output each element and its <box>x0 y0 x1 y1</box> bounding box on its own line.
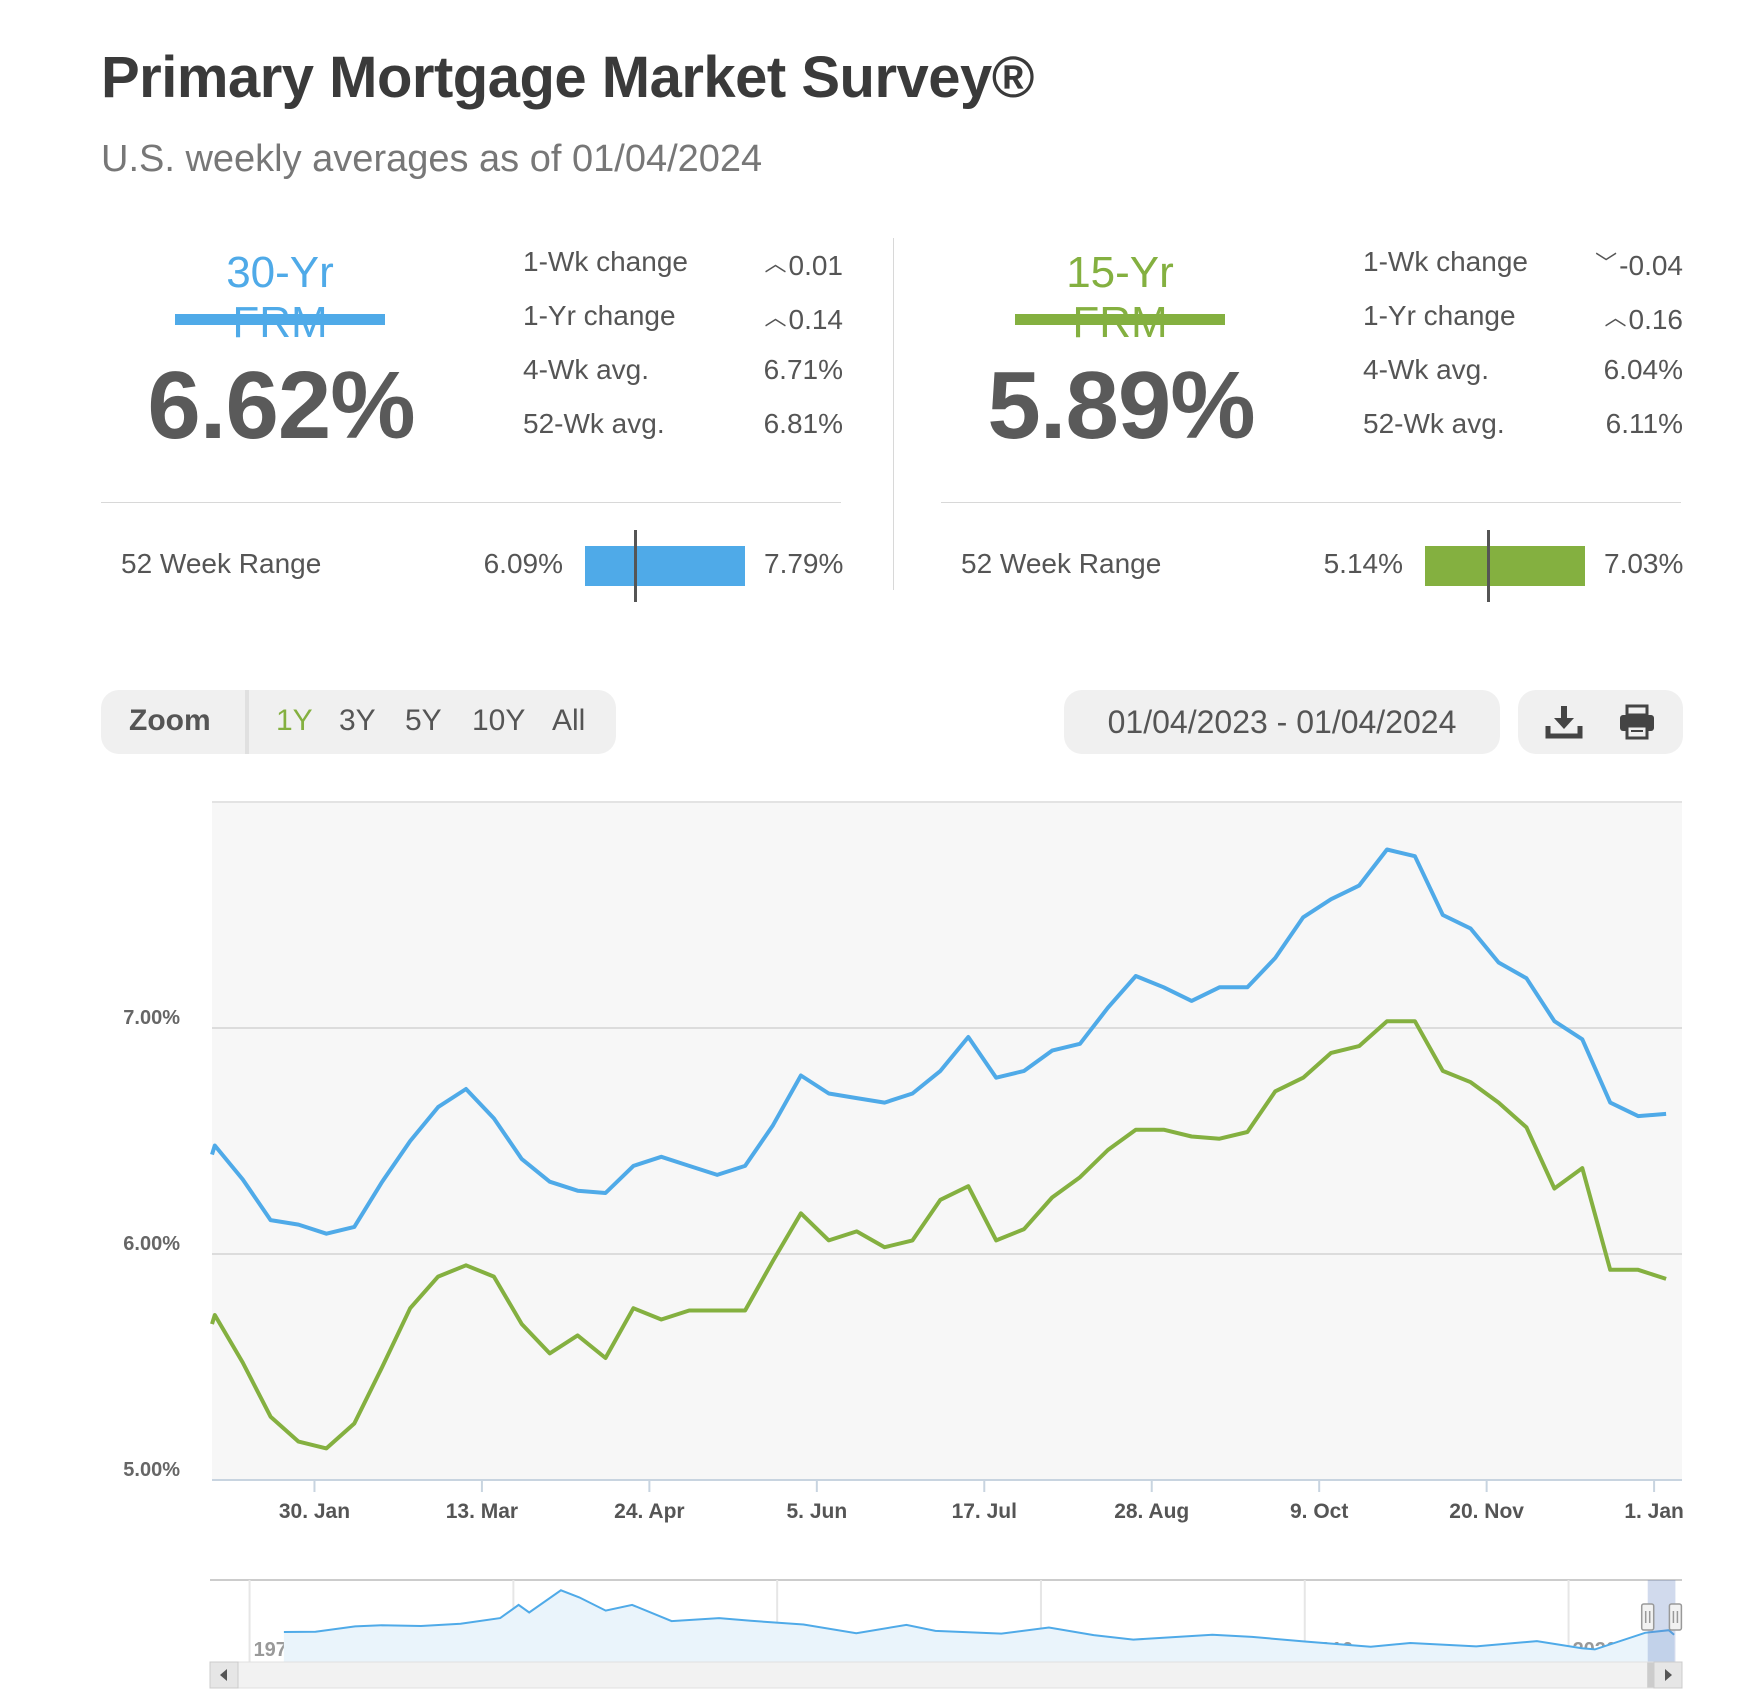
stat-value: 6.04% <box>1603 354 1683 385</box>
zoom-10y-button[interactable]: 10Y <box>472 704 526 737</box>
x-tick-label: 20. Nov <box>1449 1500 1524 1523</box>
navigator-handle[interactable] <box>1668 1603 1683 1631</box>
y-tick-label: 6.00% <box>123 1233 180 1255</box>
range-label: 52 Week Range <box>961 548 1162 579</box>
stat-value: 6.81% <box>763 408 843 439</box>
stat-label: 52-Wk avg. <box>1363 408 1505 439</box>
page-title: Primary Mortgage Market Survey® <box>101 45 1035 110</box>
stat-label: 1-Wk change <box>523 246 688 277</box>
range-high: 7.79% <box>764 548 844 579</box>
date-range-selector[interactable]: 01/04/2023 - 01/04/2024 <box>1064 690 1500 754</box>
stat-row: 1-Yr change ︿0.16 <box>1363 300 1683 354</box>
range-bar-15yr <box>1425 546 1585 586</box>
x-tick-label: 17. Jul <box>952 1500 1017 1523</box>
stat-value: ︿0.16 <box>1604 300 1683 336</box>
chevron-up-icon: ︿ <box>764 251 787 276</box>
divider-line <box>941 502 1681 503</box>
main-chart[interactable]: 5.00% 6.00% 7.00% 30. Jan 13. Mar 24. Apr 5. J… <box>0 790 1740 1570</box>
product-underline-30yr <box>175 314 385 325</box>
stat-row: 4-Wk avg. 6.71% <box>523 354 843 408</box>
zoom-control: Zoom 1Y 3Y 5Y 10Y All <box>101 690 616 754</box>
stat-row: 1-Yr change ︿0.14 <box>523 300 843 354</box>
stat-value: ︿0.14 <box>764 300 843 336</box>
printer-icon[interactable] <box>1616 702 1658 742</box>
range-low: 5.14% <box>1323 548 1403 579</box>
scroll-left-button[interactable] <box>209 1661 239 1689</box>
x-tick-label: 1. Jan <box>1624 1500 1684 1523</box>
chevron-down-icon: ﹀ <box>1595 251 1618 276</box>
zoom-3y-button[interactable]: 3Y <box>339 704 376 737</box>
x-tick-label: 30. Jan <box>279 1500 350 1523</box>
stats-30yr: 1-Wk change ︿0.01 1-Yr change ︿0.14 4-Wk… <box>523 246 843 462</box>
stat-row: 4-Wk avg. 6.04% <box>1363 354 1683 408</box>
product-name-15yr: 15-Yr FRM <box>1066 248 1174 347</box>
product-name-30yr: 30-Yr FRM <box>226 248 334 347</box>
rate-30yr: 6.62% <box>147 352 415 459</box>
series-line-15-yr-frm[interactable] <box>210 1019 1667 1451</box>
stat-value: ﹀-0.04 <box>1595 246 1683 282</box>
stat-row: 1-Wk change ﹀-0.04 <box>1363 246 1683 300</box>
x-tick-label: 9. Oct <box>1290 1500 1348 1523</box>
panel-divider <box>893 238 894 590</box>
range-label: 52 Week Range <box>121 548 322 579</box>
stat-label: 1-Yr change <box>1363 300 1516 331</box>
plot-background <box>212 802 1682 1480</box>
date-range-text: 01/04/2023 - 01/04/2024 <box>1107 704 1457 740</box>
stat-label: 1-Wk change <box>1363 246 1528 277</box>
series-line-30-yr-frm[interactable] <box>210 847 1667 1236</box>
navigator-chart[interactable]: 197019801990200020102020 <box>0 1570 1740 1704</box>
navigator-handle[interactable] <box>1640 1603 1655 1631</box>
product-underline-15yr <box>1015 314 1225 325</box>
scrollbar-track[interactable] <box>209 1661 1683 1689</box>
chevron-up-icon: ︿ <box>1604 305 1627 330</box>
chevron-up-icon: ︿ <box>764 305 787 330</box>
y-tick-label: 5.00% <box>123 1459 180 1481</box>
zoom-1y-button[interactable]: 1Y <box>276 704 313 737</box>
stat-label: 4-Wk avg. <box>523 354 650 385</box>
stat-value: 6.71% <box>763 354 843 385</box>
panel-15yr: 15-Yr FRM 5.89% 1-Wk change ﹀-0.04 1-Yr … <box>941 236 1684 602</box>
stat-label: 52-Wk avg. <box>523 408 665 439</box>
download-icon[interactable] <box>1543 702 1585 742</box>
stat-row: 52-Wk avg. 6.81% <box>523 408 843 462</box>
navigator-series-line <box>283 1589 1675 1651</box>
y-tick-label: 7.00% <box>123 1007 180 1029</box>
panel-30yr: 30-Yr FRM 6.62% 1-Wk change ︿0.01 1-Yr c… <box>101 236 844 602</box>
x-tick-label: 24. Apr <box>614 1500 684 1523</box>
x-tick-label: 13. Mar <box>446 1500 518 1523</box>
x-tick-label: 5. Jun <box>786 1500 847 1523</box>
stat-label: 1-Yr change <box>523 300 676 331</box>
range-current-marker <box>1487 530 1491 602</box>
range-low: 6.09% <box>483 548 563 579</box>
stat-row: 1-Wk change ︿0.01 <box>523 246 843 300</box>
zoom-separator <box>245 690 249 754</box>
stat-row: 52-Wk avg. 6.11% <box>1363 408 1683 462</box>
chart-tools <box>1518 690 1683 754</box>
rate-15yr: 5.89% <box>987 352 1255 459</box>
zoom-label: Zoom <box>129 704 211 737</box>
stat-value: 6.11% <box>1605 408 1683 439</box>
stat-label: 4-Wk avg. <box>1363 354 1490 385</box>
page-subtitle: U.S. weekly averages as of 01/04/2024 <box>101 138 763 180</box>
range-bar-30yr <box>585 546 745 586</box>
scroll-right-button[interactable] <box>1653 1661 1683 1689</box>
zoom-all-button[interactable]: All <box>552 704 586 737</box>
stat-value: ︿0.01 <box>764 246 843 282</box>
zoom-5y-button[interactable]: 5Y <box>405 704 442 737</box>
range-current-marker <box>633 530 637 602</box>
x-tick-label: 28. Aug <box>1114 1500 1189 1523</box>
stats-15yr: 1-Wk change ﹀-0.04 1-Yr change ︿0.16 4-W… <box>1363 246 1683 462</box>
divider-line <box>101 502 841 503</box>
range-high: 7.03% <box>1604 548 1684 579</box>
